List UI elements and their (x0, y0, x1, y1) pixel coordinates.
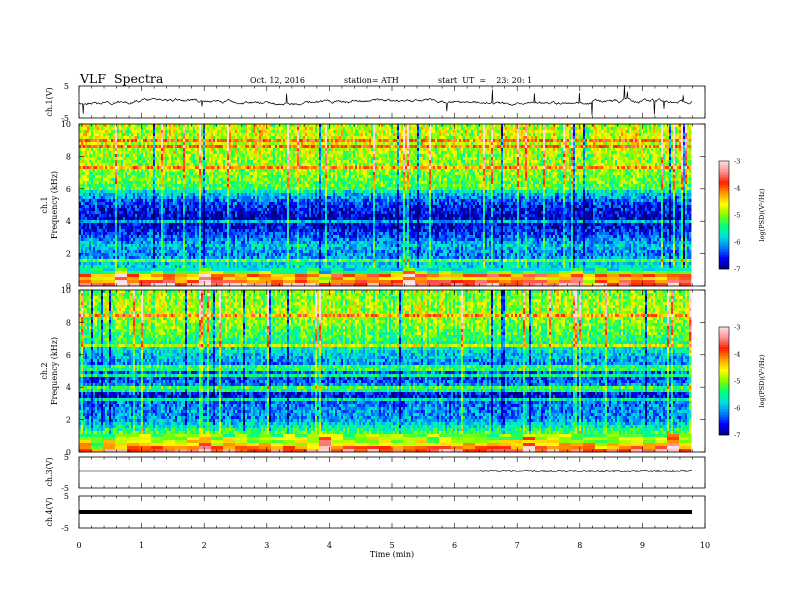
spectrogram-cell (689, 127, 691, 130)
ch1-spectrogram-heatmap (79, 124, 691, 286)
spectrogram-cell (689, 124, 691, 127)
ch1-axis-label: ch.1(V) (45, 87, 54, 116)
ch1-tick-top: 5 (64, 82, 69, 91)
ch1-waveform-trace (79, 85, 692, 115)
ch1-waveform-panel: ch.1(V) 5 -5 (45, 82, 705, 123)
spectrogram-cell (689, 130, 691, 133)
vlf-spectra-figure: ch.1(V) 5 -5 0246810 ch.1 Frequency (kHz… (0, 0, 792, 612)
ch1-time-ticks (79, 86, 705, 118)
